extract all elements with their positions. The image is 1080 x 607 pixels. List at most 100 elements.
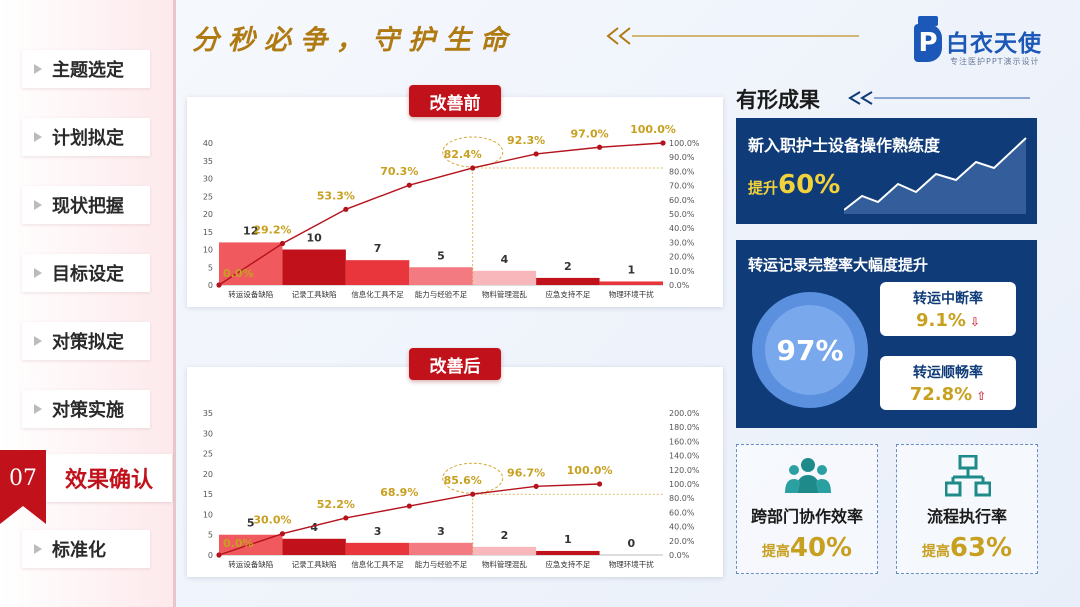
sidebar-nav: 主题选定 计划拟定 现状把握 目标设定 对策拟定 对策实施 07 效果确认 标准… [0,0,176,607]
value-number: 63% [949,533,1013,563]
x-tick-label: 信息化工具不足 [351,559,404,569]
kpi-label: 流程执行率 [926,507,1007,526]
bar-value-label: 2 [564,260,572,273]
nav-item-label: 目标设定 [52,264,124,285]
y2-tick-label: 200.0% [669,409,700,418]
chevron-right-icon [34,64,42,74]
nav-item-target[interactable]: 目标设定 [22,254,150,292]
y2-tick-label: 20.0% [669,537,695,546]
y2-tick-label: 180.0% [669,423,700,432]
metric-number: 72.8% [909,384,973,405]
chevron-right-icon [34,268,42,278]
logo-brand: 白衣天使 [946,31,1042,57]
bar [345,260,410,285]
bar-value-label: 1 [627,263,635,276]
x-tick-label: 转运设备缺陷 [228,559,273,569]
bar-value-label: 4 [310,521,318,534]
nav-item-status[interactable]: 现状把握 [22,186,150,224]
bar-value-label: 12 [243,224,258,237]
results-title: 有形成果 [736,88,820,112]
y2-tick-label: 120.0% [669,466,700,475]
cumulative-point [216,552,222,558]
y-tick-label: 20 [203,210,213,219]
x-tick-label: 应急支持不足 [545,289,590,299]
y2-tick-label: 60.0% [669,196,695,205]
cumulative-label: 82.4% [444,148,482,161]
nav-item-effect-confirm[interactable]: 07 效果确认 [0,446,172,530]
x-tick-label: 记录工具缺陷 [292,289,337,299]
y-tick-label: 10 [203,510,213,519]
cumulative-label: 52.2% [317,498,355,511]
cumulative-point [470,165,476,171]
cumulative-label: 70.3% [380,165,418,178]
bar [409,267,473,285]
value-prefix: 提高 [921,544,950,560]
kpi-value: 提高63% [897,533,1037,563]
y-tick-label: 15 [203,228,213,237]
section-number: 07 [0,450,46,524]
arrow-down-icon: ⇩ [969,315,980,329]
y2-tick-label: 70.0% [669,182,695,191]
y2-tick-label: 60.0% [669,508,695,517]
decorative-arrow-line [606,27,859,45]
x-tick-label: 物料管理混乱 [482,559,527,569]
value-prefix: 提升 [748,179,779,197]
y2-tick-label: 30.0% [669,238,695,247]
cumulative-label: 29.2% [253,224,291,237]
page-title: 分秒必争，守护生命 [192,25,516,56]
nav-item-standardize[interactable]: 标准化 [22,530,150,568]
y-tick-label: 20 [203,470,213,479]
x-tick-label: 物料管理混乱 [482,289,527,299]
kpi-process-execution: 流程执行率 提高63% [896,444,1038,574]
chevron-right-icon [34,544,42,554]
y2-tick-label: 0.0% [669,281,690,290]
nav-item-topic[interactable]: 主题选定 [22,50,150,88]
x-tick-label: 应急支持不足 [545,559,590,569]
nav-item-implementation[interactable]: 对策实施 [22,390,150,428]
metric-interruption-rate: 转运中断率 9.1% ⇩ [880,282,1016,336]
cumulative-point [533,483,539,489]
nav-item-label: 主题选定 [52,60,124,81]
bar [536,550,600,555]
y-tick-label: 10 [203,246,213,255]
bar-value-label: 0 [627,537,635,550]
chevron-right-icon [34,200,42,210]
bar-value-label: 2 [501,529,509,542]
y-tick-label: 5 [208,263,213,272]
cumulative-point [406,182,412,188]
chart-title-after: 改善后 [409,348,501,380]
kpi-label: 跨部门协作效率 [750,507,863,526]
chevron-right-icon [34,132,42,142]
chart-panel-after: 0 5 10 15 20 25 30 35 0.0% 20.0% 40.0% 60.0% 80.0% 10… [187,367,723,577]
nav-item-plan[interactable]: 计划拟定 [22,118,150,156]
bar [409,542,473,555]
cumulative-point [279,531,286,537]
y2-tick-label: 80.0% [669,494,695,503]
nav-item-label: 对策实施 [52,400,124,421]
y-tick-label: 30 [203,429,213,438]
y2-tick-label: 50.0% [669,210,695,219]
cumulative-point [343,515,349,521]
x-tick-label: 转运设备缺陷 [228,289,273,299]
cumulative-label: 100.0% [630,123,676,136]
chevron-right-icon [34,404,42,414]
y-tick-label: 15 [203,490,213,499]
cumulative-label: 68.9% [380,486,418,499]
kpi-value: 提高40% [737,533,877,563]
y2-tick-label: 80.0% [669,167,695,176]
y-tick-label: 5 [208,531,213,540]
y-tick-label: 35 [203,157,213,166]
bar [282,249,346,285]
bar [345,542,410,555]
nav-item-countermeasure[interactable]: 对策拟定 [22,322,150,360]
y-tick-label: 0 [208,281,213,290]
metric-number: 9.1% [916,310,966,331]
bar-value-label: 1 [564,533,572,546]
chart-title-before: 改善前 [409,85,501,117]
chevron-right-icon [34,336,42,346]
card-value: 提升60% [748,170,840,200]
cumulative-label: 53.3% [317,189,355,202]
value-number: 40% [789,533,853,563]
x-tick-label: 能力与经验不足 [415,289,468,299]
trend-area-icon [844,137,1027,214]
